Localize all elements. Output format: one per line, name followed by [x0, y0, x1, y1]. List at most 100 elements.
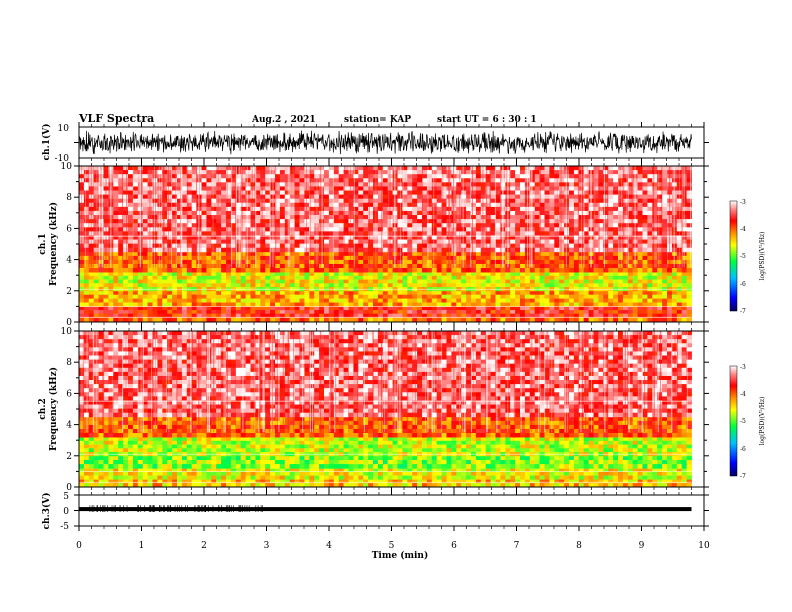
spectrogram-cell: [471, 206, 477, 212]
spectrogram-cell: [201, 198, 207, 204]
spectrogram-cell: [456, 279, 462, 284]
spectrogram-cell: [221, 235, 227, 240]
spectrogram-cell: [191, 310, 197, 315]
spectrogram-cell: [402, 275, 408, 280]
spectrogram-cell: [392, 298, 398, 303]
spectrogram-cell: [657, 247, 663, 253]
spectrogram-cell: [338, 231, 344, 236]
spectrogram-cell: [559, 251, 565, 257]
spectrogram-cell: [245, 263, 251, 269]
spectrogram-cell: [559, 298, 565, 303]
spectrogram-cell: [216, 194, 222, 200]
spectrogram-cell: [343, 294, 349, 299]
spectrogram-cell: [598, 170, 604, 175]
spectrogram-cell: [299, 182, 305, 187]
spectrogram-cell: [569, 231, 575, 236]
spectrogram-cell: [275, 206, 281, 212]
spectrogram-cell: [603, 317, 609, 323]
spectrogram-cell: [284, 283, 291, 288]
spectrogram-cell: [466, 182, 472, 187]
spectrogram-cell: [206, 190, 212, 195]
spectrogram-cell: [83, 215, 90, 220]
spectrogram-cell: [387, 283, 393, 288]
spectrogram-cell: [260, 198, 266, 204]
spectrogram-cell: [657, 219, 663, 224]
spectrogram-cell: [123, 174, 129, 179]
spectrogram-cell: [230, 235, 237, 240]
spectrogram-cell: [343, 219, 349, 224]
spectrogram-cell: [358, 275, 364, 280]
spectrogram-cell: [201, 174, 207, 179]
spectrogram-cell: [142, 166, 148, 171]
spectrogram-cell: [260, 170, 266, 175]
spectrogram-cell: [196, 268, 202, 273]
spectrogram-cell: [309, 272, 315, 277]
spectrogram-cell: [608, 186, 614, 191]
spectrogram-cell: [642, 170, 648, 175]
spectrogram-cell: [657, 290, 663, 296]
spectrogram-cell: [632, 272, 638, 277]
spectrogram-cell: [397, 202, 403, 208]
spectrogram-cell: [490, 298, 496, 303]
spectrogram-cell: [128, 290, 134, 296]
spectrogram-cell: [598, 166, 604, 171]
spectrogram-cell: [647, 317, 653, 323]
spectrogram-cell: [622, 215, 629, 220]
spectrogram-cell: [328, 166, 335, 171]
spectrogram-cell: [559, 243, 565, 249]
spectrogram-cell: [466, 268, 472, 273]
spectrogram-cell: [475, 294, 482, 299]
spectrogram-cell: [510, 302, 516, 307]
spectrogram-cell: [647, 279, 653, 284]
spectrogram-cell: [377, 259, 384, 265]
spectrogram-cell: [186, 317, 193, 323]
spectrogram-cell: [471, 306, 477, 311]
spectrogram-cell: [377, 279, 384, 284]
spectrogram-cell: [294, 263, 300, 269]
spectrogram-cell: [407, 302, 413, 307]
spectrogram-cell: [177, 251, 183, 257]
spectrogram-cell: [333, 210, 340, 216]
spectrogram-cell: [309, 283, 315, 288]
spectrogram-cell: [461, 239, 467, 245]
spectrogram-cell: [284, 231, 291, 236]
spectrogram-cell: [402, 243, 408, 249]
spectrogram-cell: [177, 194, 183, 200]
spectrogram-cell: [622, 272, 629, 277]
spectrogram-cell: [598, 283, 604, 288]
spectrogram-cell: [441, 202, 447, 208]
spectrogram-cell: [294, 206, 300, 212]
spectrogram-cell: [128, 178, 134, 183]
spectrogram-cell: [471, 186, 477, 191]
spectrogram-cell: [289, 255, 295, 261]
spectrogram-cell: [255, 283, 261, 288]
spectrogram-cell: [549, 294, 555, 299]
spectrogram-cell: [485, 279, 491, 284]
spectrogram-cell: [172, 275, 178, 280]
spectrogram-cell: [118, 170, 124, 175]
spectrogram-cell: [583, 306, 589, 311]
spectrogram-cell: [603, 306, 609, 311]
spectrogram-cell: [172, 294, 178, 299]
spectrogram-cell: [387, 268, 393, 273]
spectrogram-cell: [177, 259, 183, 265]
spectrogram-cell: [338, 170, 344, 175]
spectrogram-cell: [417, 174, 423, 179]
spectrogram-cell: [461, 317, 467, 323]
spectrogram-cell: [382, 283, 389, 288]
spectrogram-cell: [417, 178, 423, 183]
spectrogram-cell: [181, 194, 188, 200]
spectrogram-cell: [520, 202, 526, 208]
spectrogram-cell: [573, 206, 580, 212]
spectrogram-cell: [490, 247, 496, 253]
spectrogram-cell: [191, 178, 197, 183]
spectrogram-cell: [368, 194, 374, 200]
spectrogram-cell: [539, 294, 545, 299]
spectrogram-cell: [549, 259, 555, 265]
spectrogram-cell: [162, 235, 168, 240]
spectrogram-cell: [407, 174, 413, 179]
spectrogram-cell: [515, 251, 521, 257]
spectrogram-cell: [593, 294, 599, 299]
spectrogram-cell: [162, 190, 168, 195]
spectrogram-cell: [539, 166, 545, 171]
